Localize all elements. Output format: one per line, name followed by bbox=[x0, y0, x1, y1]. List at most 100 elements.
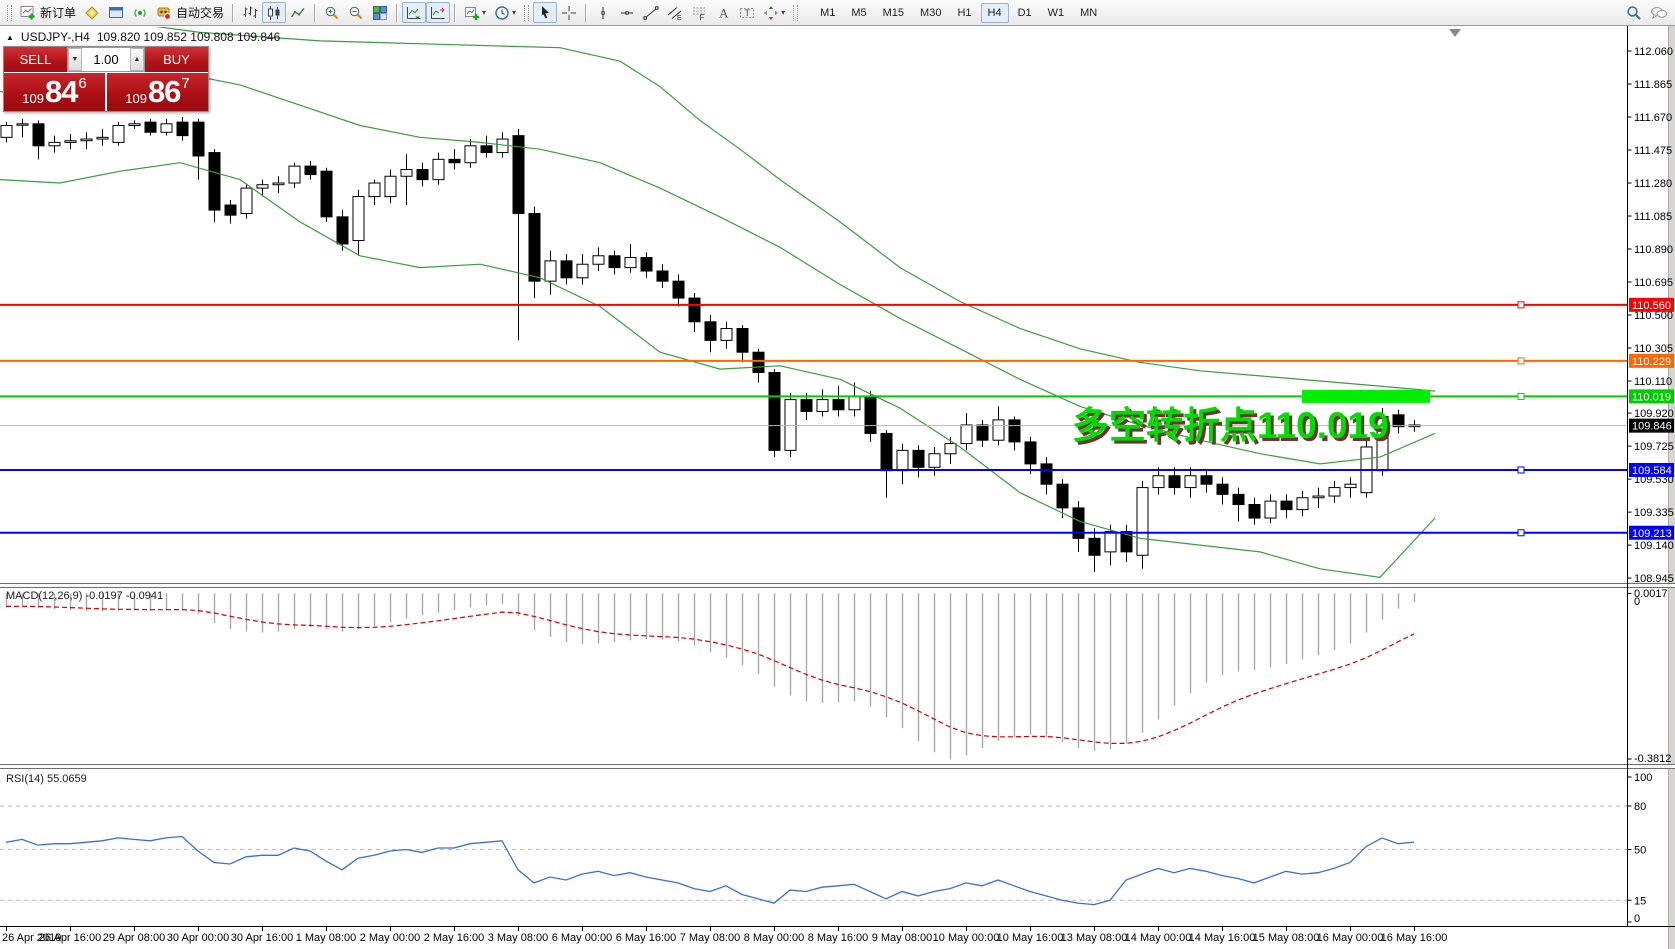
annotation-text-shadow: 多空转折点110.019 bbox=[1075, 408, 1392, 449]
crosshair-button[interactable] bbox=[557, 2, 581, 23]
chevron-down-icon: ▾ bbox=[482, 8, 487, 17]
line-chart-icon bbox=[290, 7, 305, 17]
timeframe-W1[interactable]: W1 bbox=[1047, 6, 1065, 19]
channel-icon: E bbox=[667, 6, 682, 21]
auto-scroll-button[interactable] bbox=[402, 2, 427, 23]
hline-handle bbox=[1517, 529, 1525, 537]
sell-price-button[interactable]: 109 84 6 bbox=[4, 73, 105, 111]
price-tag bbox=[1629, 297, 1674, 312]
text-tool[interactable]: A bbox=[711, 2, 735, 23]
timeframe-MN[interactable]: MN bbox=[1080, 6, 1098, 19]
time-tick: 15 May 08:00 bbox=[1253, 932, 1320, 944]
timeframe-M30[interactable]: M30 bbox=[920, 6, 942, 19]
chat-icon bbox=[1651, 6, 1668, 19]
timeframe-D1[interactable]: D1 bbox=[1017, 6, 1032, 19]
vertical-line-tool[interactable] bbox=[591, 2, 615, 23]
volume-increase-button[interactable]: ▲ bbox=[130, 48, 144, 71]
candlestick-chart-icon bbox=[268, 5, 280, 20]
tile-windows-button[interactable] bbox=[368, 2, 392, 23]
annotation-text[interactable]: 多空转折点110.019 bbox=[1072, 405, 1389, 446]
fibonacci-tool[interactable]: F bbox=[687, 2, 711, 23]
data-feed-button[interactable] bbox=[128, 2, 152, 23]
chart-shift-button[interactable] bbox=[426, 2, 451, 23]
search-button[interactable] bbox=[1622, 2, 1646, 23]
svg-text:110.560: 110.560 bbox=[1632, 300, 1671, 312]
volume-value[interactable]: 1.00 bbox=[93, 52, 119, 67]
macd-indicator-label: MACD(12,26,9) -0.0197 -0.0941 bbox=[6, 590, 163, 602]
price-tag bbox=[1629, 525, 1674, 540]
line-chart-button[interactable] bbox=[286, 2, 310, 23]
toolbar-grip[interactable] bbox=[524, 4, 530, 21]
new-chart-button[interactable]: ▾ bbox=[460, 2, 490, 23]
timeframe-toolbar: M1 M5 M15 M30 H1 H4 D1 W1 MN bbox=[812, 2, 1105, 23]
svg-text:109.213: 109.213 bbox=[1632, 528, 1672, 540]
price-tick: 110.695 bbox=[1634, 277, 1673, 289]
candlestick-chart-button[interactable] bbox=[262, 2, 287, 23]
new-order-button[interactable]: 新订单 bbox=[16, 2, 80, 23]
ask-price-pip: 7 bbox=[181, 75, 190, 92]
price-tag bbox=[1629, 418, 1674, 433]
time-tick: 30 Apr 16:00 bbox=[231, 932, 293, 944]
price-tick: 111.085 bbox=[1634, 211, 1672, 223]
horizontal-line-tool[interactable] bbox=[615, 2, 639, 23]
price-tick: 111.670 bbox=[1634, 112, 1672, 124]
price-axis[interactable]: 112.060 111.865 111.670 111.475 111.280 111.0… bbox=[0, 26, 1675, 949]
collapse-triangle-icon[interactable]: ▲ bbox=[6, 32, 14, 42]
volume-decrease-button[interactable]: ▼ bbox=[68, 48, 82, 71]
highlight-rectangle[interactable] bbox=[1302, 389, 1430, 403]
trendline-tool[interactable] bbox=[639, 2, 663, 23]
hline-handle bbox=[1517, 357, 1525, 365]
autotrading-icon bbox=[157, 7, 172, 20]
time-tick: 16 May 16:00 bbox=[1381, 932, 1448, 944]
time-tick: 10 May 00:00 bbox=[933, 932, 1000, 944]
time-tick: 2 May 00:00 bbox=[360, 932, 421, 944]
zoom-in-button[interactable] bbox=[320, 2, 344, 23]
timeframe-H1[interactable]: H1 bbox=[957, 6, 972, 19]
time-tick: 6 May 16:00 bbox=[616, 932, 677, 944]
search-icon bbox=[1627, 5, 1641, 20]
signal-icon bbox=[134, 8, 146, 17]
text-label-icon: T bbox=[740, 7, 755, 18]
autotrading-button[interactable]: 自动交易 bbox=[152, 2, 228, 23]
period-button[interactable]: ▾ bbox=[490, 2, 520, 23]
chart-title: ▲ USDJPY-,H4 109.820 109.852 109.808 109… bbox=[6, 30, 280, 44]
sell-button[interactable]: SELL bbox=[4, 47, 67, 72]
time-tick: 9 May 08:00 bbox=[872, 932, 933, 944]
bid-price-big: 84 bbox=[44, 74, 78, 109]
rsi-scale-label: 15 bbox=[1634, 895, 1646, 907]
chat-button[interactable] bbox=[1646, 2, 1672, 23]
arrows-tool[interactable]: ▾ bbox=[759, 2, 789, 23]
main-toolbar: 新订单 自动交易 ▾ ▾ bbox=[0, 0, 1675, 26]
toolbar-grip[interactable] bbox=[7, 4, 12, 21]
text-label-tool[interactable]: T bbox=[735, 2, 759, 23]
buy-button[interactable]: BUY bbox=[145, 47, 208, 72]
bollinger-upper-band bbox=[155, 27, 1436, 392]
timeframe-M5[interactable]: M5 bbox=[851, 6, 867, 19]
zoom-out-button[interactable] bbox=[344, 2, 368, 23]
new-order-icon bbox=[20, 5, 35, 19]
channel-tool[interactable]: E bbox=[663, 2, 687, 23]
bar-chart-button[interactable] bbox=[238, 2, 262, 23]
toolbar-grip[interactable] bbox=[793, 4, 799, 21]
chart-profile-button[interactable] bbox=[80, 2, 104, 23]
tile-windows-icon bbox=[373, 5, 388, 20]
timeframe-H4[interactable]: H4 bbox=[980, 2, 1009, 23]
timeframe-M1[interactable]: M1 bbox=[820, 6, 836, 19]
macd-scale-zero: 0 bbox=[1634, 596, 1640, 608]
toolbar-separator bbox=[585, 3, 588, 22]
market-watch-button[interactable] bbox=[104, 2, 128, 23]
text-icon: A bbox=[719, 5, 729, 20]
svg-text:110.019: 110.019 bbox=[1632, 391, 1671, 403]
svg-text:109.584: 109.584 bbox=[1632, 465, 1672, 477]
autotrading-label: 自动交易 bbox=[176, 6, 225, 20]
cursor-button[interactable] bbox=[533, 2, 558, 23]
buy-price-button[interactable]: 109 86 7 bbox=[107, 73, 208, 111]
svg-text:109.846: 109.846 bbox=[1632, 421, 1672, 433]
price-tick: 111.280 bbox=[1634, 178, 1672, 190]
timeframe-M15[interactable]: M15 bbox=[882, 6, 905, 19]
time-tick: 7 May 08:00 bbox=[680, 932, 741, 944]
bar-chart-icon bbox=[243, 6, 258, 18]
chevron-down-icon: ▾ bbox=[781, 8, 786, 17]
